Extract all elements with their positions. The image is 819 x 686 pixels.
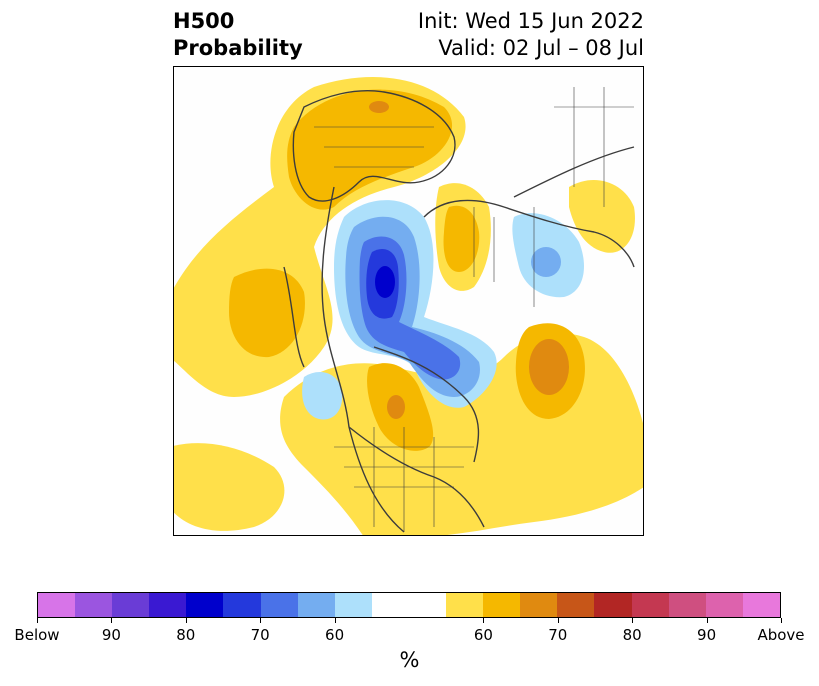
chart-title-left: H500 Probability bbox=[173, 8, 303, 62]
colorbar-tick-mark bbox=[185, 618, 187, 623]
anomaly-above-60-asia bbox=[443, 205, 480, 272]
colorbar-tick-mark bbox=[706, 618, 708, 623]
colorbar-tick-label: 60 bbox=[325, 626, 345, 644]
colorbar bbox=[37, 592, 781, 618]
colorbar-segment bbox=[112, 593, 150, 617]
map-graphic bbox=[174, 77, 643, 535]
colorbar-tick-mark bbox=[483, 618, 485, 623]
colorbar-tick-label: 70 bbox=[250, 626, 270, 644]
colorbar-segment bbox=[742, 593, 780, 617]
anomaly-below-50-pacific bbox=[302, 372, 343, 420]
colorbar-segment bbox=[483, 593, 521, 617]
colorbar-segment bbox=[631, 593, 669, 617]
init-date: Init: Wed 15 Jun 2022 bbox=[417, 9, 644, 33]
colorbar-tick-mark bbox=[260, 618, 262, 623]
colorbar-tick-label: 90 bbox=[697, 626, 717, 644]
colorbar-segment bbox=[408, 593, 447, 617]
colorbar-segment bbox=[520, 593, 558, 617]
colorbar-tick-label: Above bbox=[757, 626, 805, 644]
anomaly-below-80-arctic bbox=[375, 266, 395, 298]
anomaly-above-70-north-america bbox=[387, 395, 405, 419]
anomaly-above-60-pacific bbox=[229, 268, 305, 358]
anomaly-above-70-atlantic bbox=[529, 339, 569, 395]
colorbar-tick-label: 80 bbox=[622, 626, 642, 644]
valid-range: Valid: 02 Jul – 08 Jul bbox=[438, 36, 644, 60]
colorbar-segment bbox=[223, 593, 261, 617]
anomaly-above-50-west-pacific bbox=[174, 443, 285, 531]
colorbar-tick-mark bbox=[632, 618, 634, 623]
title-product: Probability bbox=[173, 36, 303, 60]
colorbar-ticks: Below 90 80 70 60 60 70 80 90 Above bbox=[14, 626, 804, 646]
colorbar-tick-mark bbox=[557, 618, 559, 623]
colorbar-tick-label: 70 bbox=[548, 626, 568, 644]
colorbar-tick-mark bbox=[37, 618, 38, 623]
colorbar-segment bbox=[75, 593, 113, 617]
anomaly-below-60-asia bbox=[531, 247, 561, 277]
colorbar-tick-label: Below bbox=[14, 626, 60, 644]
colorbar-segment bbox=[705, 593, 743, 617]
chart-title-right: Init: Wed 15 Jun 2022 Valid: 02 Jul – 08… bbox=[418, 8, 644, 62]
colorbar-segment bbox=[297, 593, 335, 617]
anomaly-above-50-siberia bbox=[569, 179, 635, 253]
colorbar-segment bbox=[557, 593, 595, 617]
colorbar-segment bbox=[149, 593, 187, 617]
colorbar-segment bbox=[334, 593, 372, 617]
political-borders bbox=[314, 87, 634, 532]
colorbar-segment bbox=[371, 593, 409, 617]
colorbar-tick-mark bbox=[111, 618, 113, 623]
colorbar-tick-mark bbox=[334, 618, 336, 623]
colorbar-tick-label: 90 bbox=[101, 626, 121, 644]
colorbar-segment bbox=[594, 593, 632, 617]
colorbar-tick-mark bbox=[781, 618, 782, 623]
colorbar-segment bbox=[446, 593, 484, 617]
colorbar-tick-label: 60 bbox=[473, 626, 493, 644]
probability-map bbox=[173, 66, 644, 536]
title-variable: H500 bbox=[173, 9, 235, 33]
anomaly-above-60-europe bbox=[287, 89, 453, 210]
colorbar-segment bbox=[668, 593, 706, 617]
colorbar-segment bbox=[38, 593, 76, 617]
colorbar-unit: % bbox=[399, 648, 420, 672]
colorbar-segment bbox=[260, 593, 298, 617]
anomaly-above-70-europe bbox=[369, 101, 389, 113]
colorbar-segment bbox=[186, 593, 224, 617]
colorbar-tick-label: 80 bbox=[176, 626, 196, 644]
